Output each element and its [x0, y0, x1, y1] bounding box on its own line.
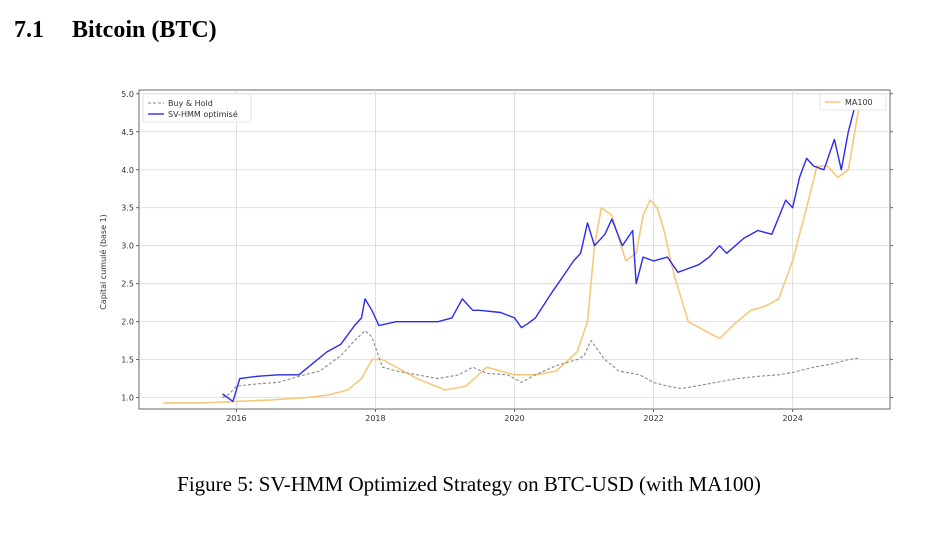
x-tick-label: 2024	[782, 414, 802, 423]
x-tick-label: 2022	[643, 414, 663, 423]
y-tick-label: 4.0	[121, 166, 134, 175]
grid	[139, 90, 890, 409]
y-tick-label: 2.0	[121, 318, 134, 327]
figure-caption: Figure 5: SV-HMM Optimized Strategy on B…	[177, 472, 761, 496]
series-layer	[163, 104, 861, 404]
y-axis-label: Capital cumulé (base 1)	[98, 214, 108, 310]
performance-chart: 2016 2018 2020 2022 2024 1.0 1.5 2.0 2.5 3.0 3.5 4.…	[98, 89, 893, 423]
series-ma100-line	[163, 108, 860, 404]
legend-right: MA100	[819, 93, 887, 111]
legend-entry-buy-hold-label: Buy & Hold	[168, 99, 213, 108]
series-buy-hold-line	[222, 330, 859, 399]
x-tick-label: 2016	[226, 414, 246, 423]
y-tick-label: 4.5	[121, 128, 134, 137]
series-svhmm-line	[221, 104, 861, 403]
y-tick-label: 3.0	[121, 242, 134, 251]
axes: 2016 2018 2020 2022 2024 1.0 1.5 2.0 2.5 3.0 3.5 4.…	[121, 90, 893, 423]
legend-right-box	[819, 93, 887, 111]
legend-entry-ma100-label: MA100	[845, 98, 873, 107]
legend-left-box	[142, 93, 252, 123]
legend-entry-svhmm-label: SV-HMM optimisé	[168, 109, 238, 119]
y-tick-label: 1.5	[121, 356, 134, 365]
y-tick-label: 3.5	[121, 204, 134, 213]
section-number: 7.1	[14, 17, 44, 43]
y-tick-label: 1.0	[121, 394, 134, 403]
x-tick-label: 2018	[365, 414, 385, 423]
y-tick-label: 5.0	[121, 90, 134, 99]
section-heading: 7.1 Bitcoin (BTC)	[14, 14, 217, 46]
x-tick-label: 2020	[504, 414, 524, 423]
y-tick-label: 2.5	[121, 280, 134, 289]
section-title: Bitcoin (BTC)	[72, 17, 217, 43]
